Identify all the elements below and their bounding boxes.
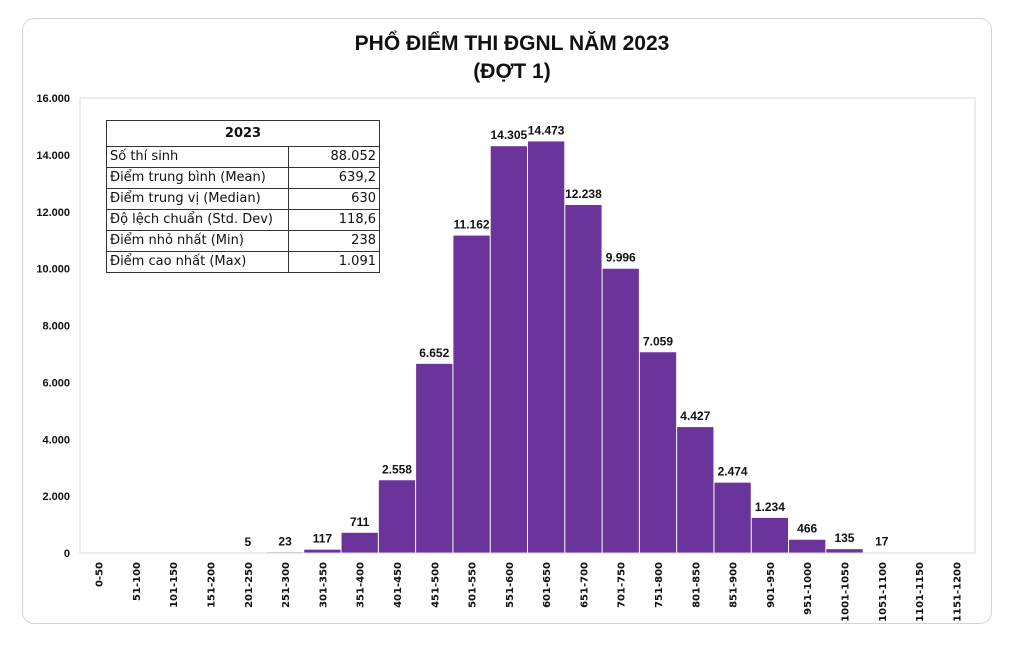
x-tick-label: 1001-1050: [840, 562, 851, 622]
y-tick-label: 2.000: [42, 491, 70, 503]
data-label: 117: [313, 532, 333, 546]
x-tick-label: 251-300: [281, 562, 292, 608]
data-label: 711: [350, 515, 370, 529]
data-label: 1.234: [755, 500, 785, 514]
stats-header: 2023: [106, 120, 380, 147]
x-tick-label: 701-750: [617, 562, 628, 608]
stat-value: 238: [288, 230, 380, 252]
data-label: 466: [797, 522, 817, 536]
data-label: 12.238: [565, 187, 602, 201]
bar: [378, 480, 416, 553]
data-label: 23: [278, 534, 292, 548]
data-label: 11.162: [454, 218, 490, 232]
bar: [453, 235, 490, 553]
x-tick-label: 1151-1200: [952, 562, 963, 622]
bar: [789, 539, 826, 553]
y-tick-label: 14.000: [36, 150, 70, 162]
bar: [639, 352, 677, 553]
x-tick-label: 151-200: [207, 562, 218, 608]
y-tick-label: 6.000: [42, 377, 70, 389]
x-tick-label: 951-1000: [803, 562, 814, 615]
data-label: 14.473: [528, 123, 565, 137]
x-tick-label: 501-550: [468, 562, 479, 608]
bar: [416, 363, 453, 553]
stat-label: Độ lệch chuẩn (Std. Dev): [106, 209, 289, 231]
data-label: 2.474: [718, 465, 748, 479]
stat-value: 639,2: [288, 167, 380, 189]
data-label: 14.305: [491, 128, 528, 142]
x-tick-label: 901-950: [766, 562, 777, 608]
stat-label: Điểm trung vị (Median): [106, 188, 289, 210]
data-label: 135: [834, 531, 854, 545]
data-label: 7.059: [643, 334, 673, 348]
stat-value: 630: [288, 188, 380, 210]
y-tick-label: 12.000: [36, 207, 70, 219]
stat-label: Điểm trung bình (Mean): [106, 167, 289, 189]
bar: [304, 549, 341, 553]
x-tick-label: 551-600: [505, 562, 516, 608]
stat-value: 118,6: [288, 209, 380, 231]
bar: [826, 549, 863, 553]
bar: [528, 141, 565, 553]
bar: [602, 268, 639, 553]
chart-subtitle: (ĐỢT 1): [473, 60, 551, 83]
table-row: Độ lệch chuẩn (Std. Dev) 118,6: [106, 209, 380, 231]
y-tick-label: 10.000: [36, 264, 70, 276]
stats-table: 2023 Số thí sinh 88.052 Điểm trung bình (…: [106, 120, 380, 273]
data-label: 4.427: [680, 409, 710, 423]
data-label: 9.996: [606, 251, 636, 265]
data-label: 2.558: [382, 462, 412, 476]
x-tick-label: 1101-1150: [915, 562, 926, 622]
x-tick-label: 301-350: [318, 562, 329, 608]
stat-label: Điểm cao nhất (Max): [106, 251, 289, 273]
x-tick-label: 0-50: [95, 562, 106, 587]
x-tick-label: 351-400: [356, 562, 367, 608]
x-tick-label: 1051-1100: [878, 562, 889, 622]
y-tick-label: 8.000: [42, 321, 70, 333]
data-label: 6.652: [419, 346, 449, 360]
bar: [677, 427, 714, 553]
y-tick-label: 16.000: [36, 93, 70, 105]
x-tick-label: 451-500: [430, 562, 441, 608]
x-tick-label: 751-800: [654, 562, 665, 608]
table-row: Điểm trung vị (Median) 630: [106, 188, 380, 210]
x-tick-label: 101-150: [169, 562, 180, 608]
stat-label: Số thí sinh: [106, 146, 289, 168]
data-label: 5: [244, 535, 251, 549]
stat-value: 1.091: [288, 251, 380, 273]
bar: [714, 482, 751, 553]
x-tick-label: 851-900: [729, 562, 740, 608]
bar: [490, 146, 527, 553]
x-tick-label: 201-250: [244, 562, 255, 608]
stat-label: Điểm nhỏ nhất (Min): [106, 230, 289, 252]
x-tick-label: 51-100: [132, 562, 143, 601]
data-label: 17: [875, 535, 889, 549]
bar: [751, 517, 789, 553]
stat-value: 88.052: [288, 146, 380, 168]
x-tick-label: 651-700: [579, 562, 590, 608]
table-row: Điểm trung bình (Mean) 639,2: [106, 167, 380, 189]
chart-title: PHỔ ĐIỂM THI ĐGNL NĂM 2023: [354, 32, 670, 55]
x-tick-label: 801-850: [691, 562, 702, 608]
y-tick-label: 0: [64, 548, 70, 560]
bar: [565, 204, 602, 553]
x-tick-label: 401-450: [393, 562, 404, 608]
x-tick-label: 601-650: [542, 562, 553, 608]
table-row: Điểm nhỏ nhất (Min) 238: [106, 230, 380, 252]
y-tick-label: 4.000: [42, 434, 70, 446]
bar: [341, 532, 378, 553]
table-row: Số thí sinh 88.052: [106, 146, 380, 168]
table-row: Điểm cao nhất (Max) 1.091: [106, 251, 380, 273]
